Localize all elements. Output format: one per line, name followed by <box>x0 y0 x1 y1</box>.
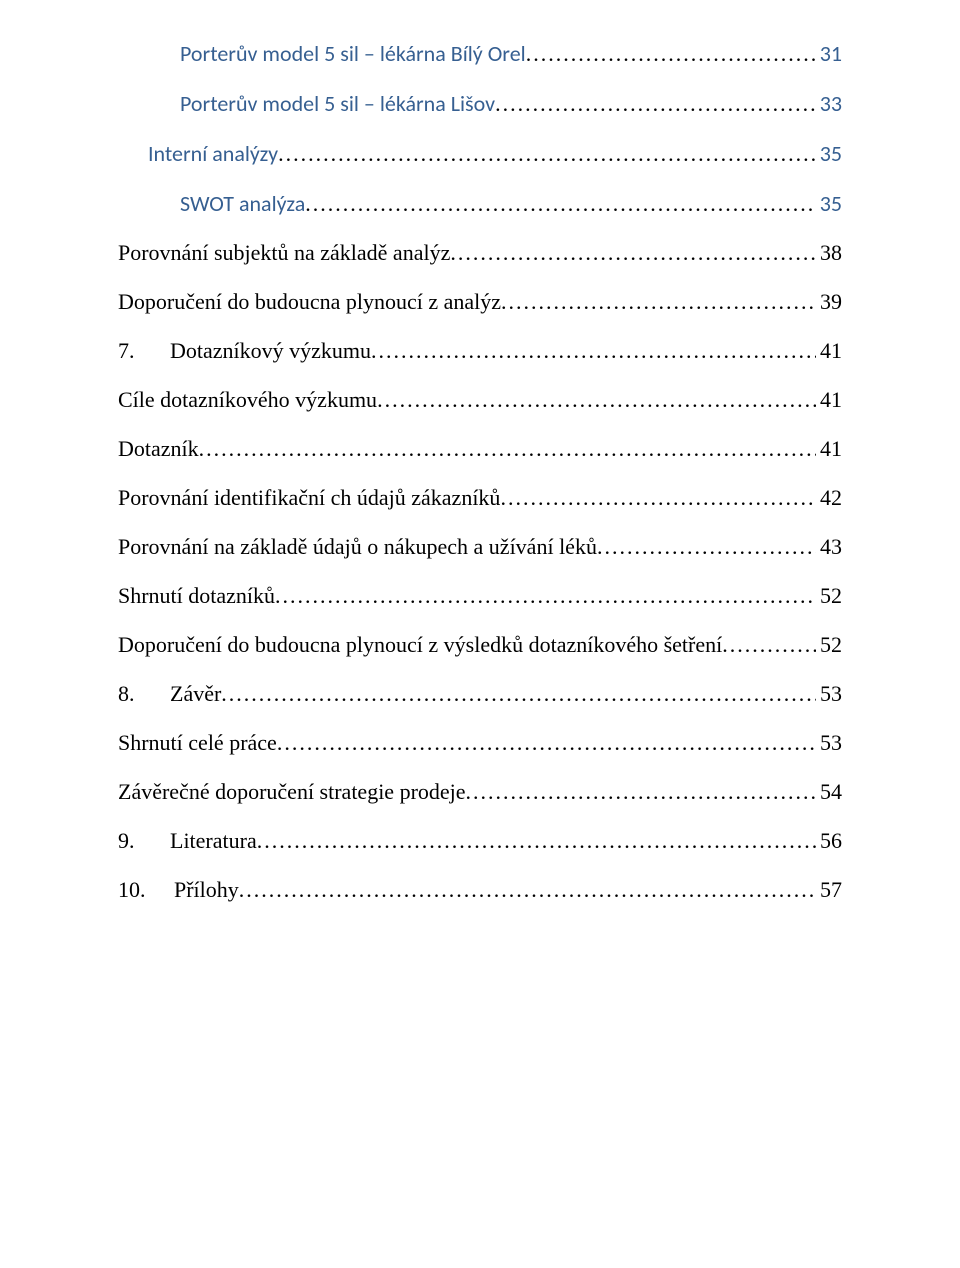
toc-entry: 7.Dotazníkový výzkumu 41 <box>118 338 842 364</box>
toc-leader-dots <box>257 828 816 854</box>
toc-page-number: 31 <box>816 40 842 67</box>
toc-page-number: 39 <box>816 289 842 315</box>
toc-leader-dots <box>377 387 816 413</box>
toc-label: Shrnutí celé práce <box>118 730 277 756</box>
toc-page-number: 56 <box>816 828 842 854</box>
toc-page-number: 41 <box>816 338 842 364</box>
toc-leader-dots <box>501 289 816 315</box>
toc-label-text: Literatura <box>170 828 257 853</box>
toc-entry: Porovnání subjektů na základě analýz 38 <box>118 240 842 266</box>
toc-page-number: 53 <box>816 730 842 756</box>
toc-label: 8.Závěr <box>118 681 221 707</box>
toc-entry: Cíle dotazníkového výzkumu 41 <box>118 387 842 413</box>
toc-label: Porovnání na základě údajů o nákupech a … <box>118 534 597 560</box>
toc-leader-dots <box>278 141 816 167</box>
toc-label-text: Dotazníkový výzkumu <box>170 338 371 363</box>
toc-leader-dots <box>722 632 816 658</box>
toc-number: 10. <box>118 877 174 903</box>
toc-leader-dots <box>221 681 816 707</box>
toc-number: 7. <box>118 338 170 364</box>
toc-page: Porterův model 5 sil – lékárna Bílý Orel… <box>0 0 960 1268</box>
toc-leader-dots <box>199 436 816 462</box>
toc-page-number: 41 <box>816 387 842 413</box>
toc-label: Shrnutí dotazníků <box>118 583 275 609</box>
toc-label: Porterův model 5 sil – lékárna Bílý Orel <box>180 40 526 67</box>
toc-leader-dots <box>239 877 816 903</box>
toc-page-number: 41 <box>816 436 842 462</box>
toc-leader-dots <box>597 534 816 560</box>
toc-page-number: 38 <box>816 240 842 266</box>
toc-entry: Doporučení do budoucna plynoucí z výsled… <box>118 632 842 658</box>
toc-label: Porovnání identifikační ch údajů zákazní… <box>118 485 500 511</box>
toc-page-number: 57 <box>816 877 842 903</box>
toc-entry: Porterův model 5 sil – lékárna Bílý Orel… <box>118 40 842 67</box>
toc-label: Porovnání subjektů na základě analýz <box>118 240 450 266</box>
toc-entry: Porovnání na základě údajů o nákupech a … <box>118 534 842 560</box>
toc-entry: 10.Přílohy 57 <box>118 877 842 903</box>
toc-label: Doporučení do budoucna plynoucí z výsled… <box>118 632 722 658</box>
toc-label: Doporučení do budoucna plynoucí z analýz <box>118 289 501 315</box>
toc-page-number: 53 <box>816 681 842 707</box>
toc-page-number: 42 <box>816 485 842 511</box>
toc-entry: Shrnutí dotazníků 52 <box>118 583 842 609</box>
toc-number: 9. <box>118 828 170 854</box>
toc-label: Závěrečné doporučení strategie prodeje <box>118 779 466 805</box>
toc-page-number: 33 <box>816 90 842 117</box>
toc-label: 7.Dotazníkový výzkumu <box>118 338 371 364</box>
toc-label: SWOT analýza <box>180 190 305 217</box>
toc-label: Dotazník <box>118 436 199 462</box>
toc-label: Interní analýzy <box>148 140 278 167</box>
toc-page-number: 43 <box>816 534 842 560</box>
toc-entry: Doporučení do budoucna plynoucí z analýz… <box>118 289 842 315</box>
toc-entry: Závěrečné doporučení strategie prodeje 5… <box>118 779 842 805</box>
toc-entry: Dotazník 41 <box>118 436 842 462</box>
toc-leader-dots <box>500 485 816 511</box>
toc-label: Cíle dotazníkového výzkumu <box>118 387 377 413</box>
toc-entry: 8.Závěr 53 <box>118 681 842 707</box>
toc-page-number: 52 <box>816 632 842 658</box>
toc-leader-dots <box>466 779 816 805</box>
toc-entry: Porovnání identifikační ch údajů zákazní… <box>118 485 842 511</box>
toc-page-number: 35 <box>816 140 842 167</box>
toc-label: Porterův model 5 sil – lékárna Lišov <box>180 90 495 117</box>
toc-label: 10.Přílohy <box>118 877 239 903</box>
toc-entry: Porterův model 5 sil – lékárna Lišov 33 <box>118 90 842 117</box>
toc-page-number: 35 <box>816 190 842 217</box>
toc-leader-dots <box>450 240 816 266</box>
toc-leader-dots <box>495 91 816 117</box>
toc-label-text: Přílohy <box>174 877 239 902</box>
toc-leader-dots <box>305 191 815 217</box>
toc-page-number: 52 <box>816 583 842 609</box>
toc-entry: 9.Literatura 56 <box>118 828 842 854</box>
toc-leader-dots <box>277 730 816 756</box>
toc-entry: SWOT analýza 35 <box>118 190 842 217</box>
toc-leader-dots <box>371 338 816 364</box>
toc-entry: Interní analýzy 35 <box>118 140 842 167</box>
toc-leader-dots <box>275 583 816 609</box>
toc-entry: Shrnutí celé práce 53 <box>118 730 842 756</box>
toc-page-number: 54 <box>816 779 842 805</box>
toc-label: 9.Literatura <box>118 828 257 854</box>
toc-label-text: Závěr <box>170 681 221 706</box>
toc-number: 8. <box>118 681 170 707</box>
toc-leader-dots <box>526 41 816 67</box>
